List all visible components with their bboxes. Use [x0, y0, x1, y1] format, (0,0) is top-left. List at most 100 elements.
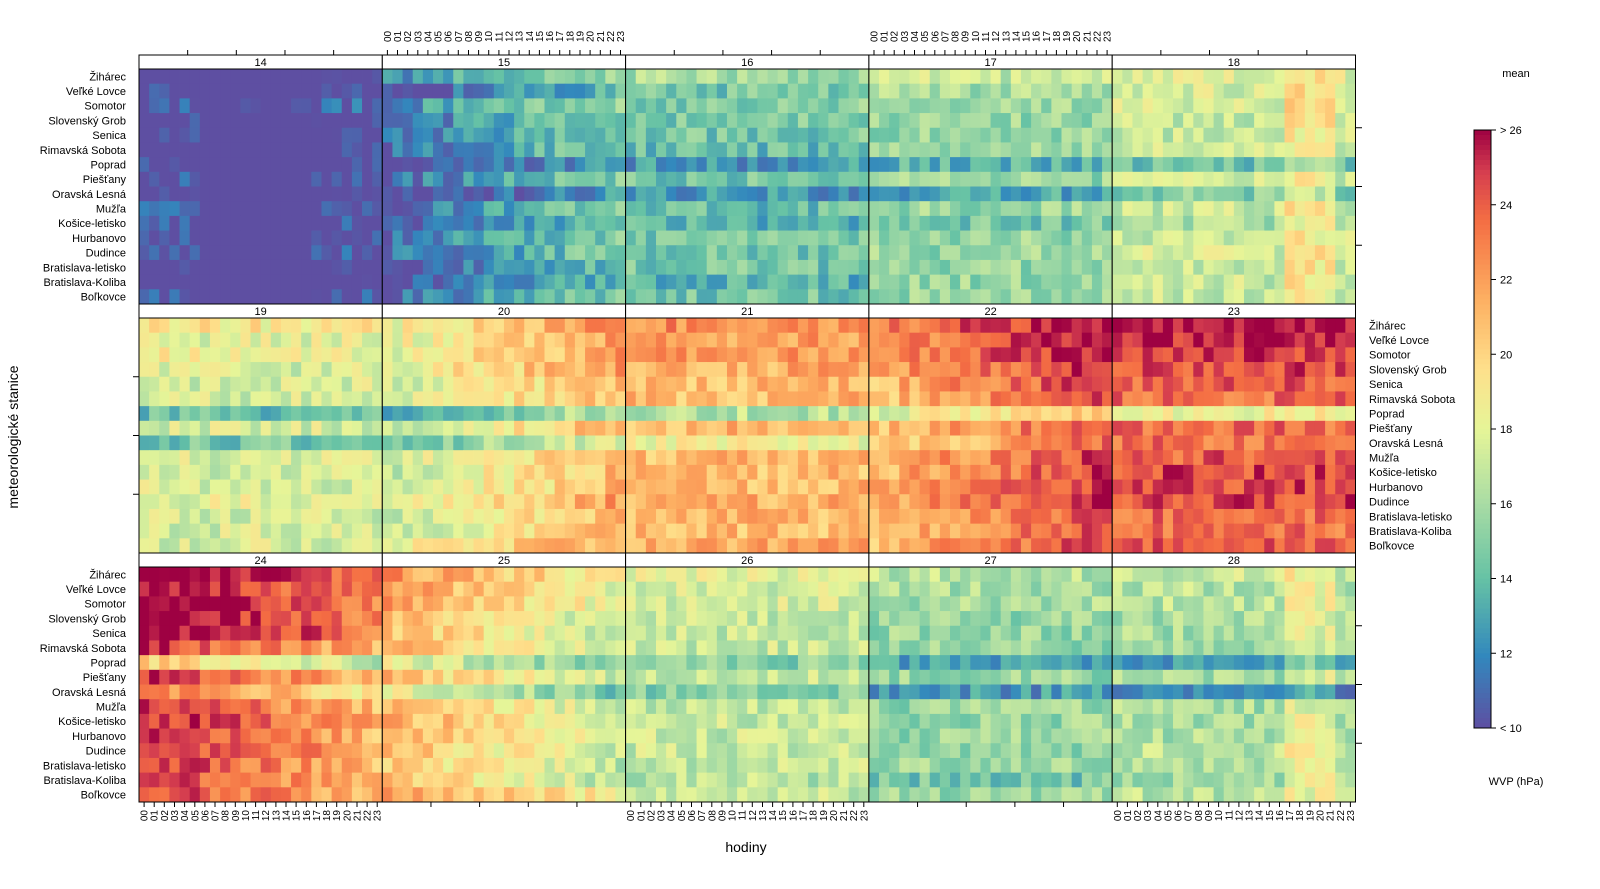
heatmap-cell — [848, 611, 860, 627]
heatmap-cell — [1142, 508, 1154, 525]
heatmap-cell — [605, 757, 616, 774]
heatmap-cell — [737, 567, 748, 583]
heatmap-cell — [372, 713, 383, 729]
heatmap-cell — [179, 479, 191, 495]
heatmap-cell — [1091, 479, 1103, 495]
heatmap-cell — [270, 98, 282, 114]
heatmap-cell — [230, 728, 241, 744]
heatmap-cell — [493, 391, 505, 407]
heatmap-cell — [1213, 362, 1225, 378]
heatmap-cell — [402, 699, 414, 715]
heatmap-cell — [1081, 318, 1093, 334]
heatmap-cell — [1081, 450, 1093, 466]
heatmap-cell — [1335, 230, 1346, 246]
heatmap-cell — [838, 523, 850, 539]
heatmap-cell — [625, 142, 637, 158]
heatmap-cell — [1243, 538, 1255, 554]
heatmap-cell — [321, 142, 333, 158]
heatmap-cell — [402, 581, 414, 597]
heatmap-cell — [980, 347, 991, 363]
heatmap-cell — [747, 728, 758, 744]
heatmap-cell — [1274, 157, 1285, 173]
heatmap-cell — [1345, 508, 1356, 525]
heatmap-cell — [574, 787, 586, 803]
heatmap-cell — [412, 201, 424, 217]
heatmap-cell — [1132, 201, 1144, 217]
heatmap-cell — [1274, 435, 1285, 451]
heatmap-cell — [1152, 113, 1164, 129]
heatmap-cell — [169, 435, 180, 451]
heatmap-cell — [848, 142, 860, 158]
heatmap-cell — [980, 245, 991, 261]
heatmap-cell — [818, 581, 829, 597]
heatmap-cell — [382, 245, 393, 261]
heatmap-cell — [1112, 450, 1123, 466]
heatmap-cell — [909, 83, 920, 99]
heatmap-cell — [716, 655, 728, 671]
heatmap-cell — [706, 420, 718, 436]
heatmap-cell — [625, 611, 637, 627]
heatmap-cell — [848, 684, 860, 700]
heatmap-cell — [483, 611, 495, 627]
heatmap-cell — [534, 728, 545, 744]
heatmap-cell — [341, 127, 353, 143]
heatmap-cell — [879, 98, 890, 114]
heatmap-cell — [199, 376, 211, 392]
heatmap-cell — [1010, 289, 1022, 305]
heatmap-cell — [402, 757, 414, 774]
heatmap-cell — [686, 259, 697, 276]
heatmap-cell — [605, 69, 616, 85]
heatmap-cell — [1091, 274, 1103, 290]
heatmap-cell — [392, 684, 403, 700]
heatmap-cell — [240, 757, 251, 774]
heatmap-cell — [159, 113, 170, 129]
heatmap-cell — [311, 83, 322, 99]
heatmap-cell — [514, 347, 525, 363]
heatmap-cell — [1071, 113, 1083, 129]
heatmap-cell — [341, 596, 353, 612]
heatmap-cell — [199, 142, 211, 158]
heatmap-cell — [625, 743, 637, 759]
heatmap-cell — [716, 508, 728, 525]
panel-day-26: 26 — [625, 552, 870, 803]
heatmap-cell — [808, 113, 819, 129]
heatmap-cell — [230, 362, 241, 378]
heatmap-cell — [1284, 245, 1296, 261]
heatmap-cell — [747, 508, 758, 525]
heatmap-cell — [1081, 362, 1093, 378]
heatmap-cell — [737, 596, 748, 612]
heatmap-cell — [463, 669, 474, 685]
heatmap-cell — [331, 669, 343, 685]
heatmap-cell — [574, 494, 586, 510]
heatmap-cell — [1081, 289, 1093, 305]
heatmap-cell — [970, 259, 981, 276]
heatmap-cell — [1294, 347, 1306, 363]
heatmap-cell — [260, 83, 272, 99]
heatmap-cell — [635, 113, 647, 129]
heatmap-cell — [706, 274, 718, 290]
heatmap-cell — [808, 655, 819, 671]
heatmap-cell — [1223, 479, 1235, 495]
heatmap-cell — [199, 347, 211, 363]
heatmap-cell — [139, 479, 150, 495]
heatmap-cell — [280, 479, 292, 495]
heatmap-cell — [1102, 98, 1113, 114]
heatmap-cell — [848, 127, 860, 143]
heatmap-cell — [564, 787, 576, 803]
heatmap-cell — [199, 362, 211, 378]
heatmap-cell — [432, 684, 444, 700]
heatmap-cell — [422, 464, 434, 480]
heatmap-cell — [351, 655, 363, 671]
heatmap-cell — [321, 494, 333, 510]
heatmap-cell — [889, 113, 900, 129]
heatmap-cell — [858, 201, 870, 217]
heatmap-cell — [382, 728, 393, 744]
heatmap-cell — [696, 596, 708, 612]
heatmap-cell — [311, 245, 322, 261]
heatmap-cell — [747, 318, 758, 334]
heatmap-cell — [463, 567, 474, 583]
heatmap-cell — [432, 98, 444, 114]
heatmap-cell — [159, 713, 170, 729]
heatmap-cell — [747, 186, 758, 202]
heatmap-cell — [179, 596, 191, 612]
